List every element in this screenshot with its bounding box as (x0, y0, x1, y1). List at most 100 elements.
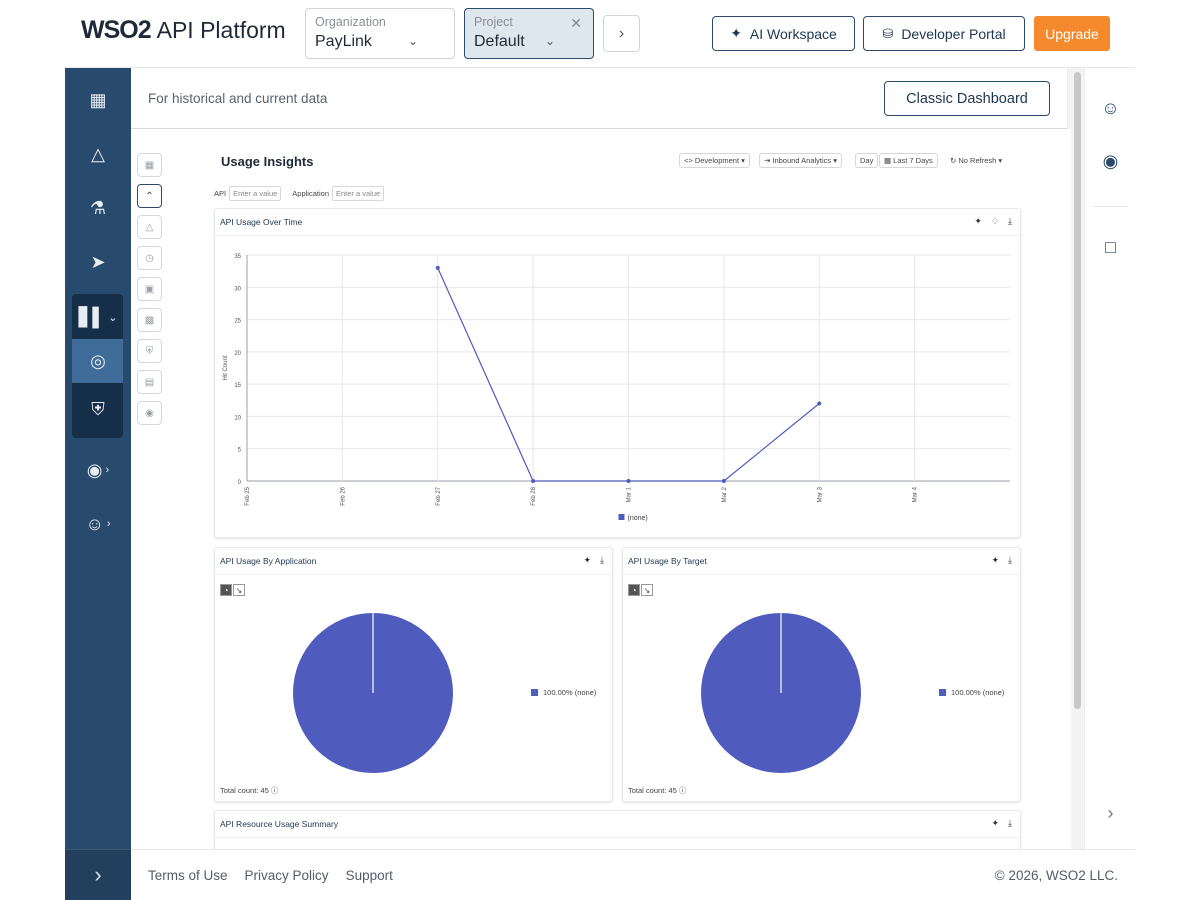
next-selector-button[interactable]: › (603, 15, 640, 52)
x-tick-label: Feb 28 (531, 486, 537, 505)
double-chevron-up-icon: ⌃ (145, 190, 154, 202)
sidebar-expand-button[interactable]: › (65, 849, 131, 900)
panel-divider (623, 574, 1020, 575)
tool-errors[interactable]: △ (137, 215, 162, 239)
panel-title: API Resource Usage Summary (220, 819, 339, 829)
tool-geo[interactable]: ◉ (137, 401, 162, 425)
binoculars-icon: ◉ (86, 459, 103, 480)
content-topbar: For historical and current data Classic … (131, 68, 1067, 129)
rocket-icon: ➤ (90, 251, 106, 272)
logo-product: API Platform (156, 17, 286, 43)
usage-dashboard: ▦ ⌃ △ ◷ ▣ ▩ ⛨ ▤ ◉ Usage Insights <> Deve… (131, 129, 1071, 849)
download-icon[interactable]: ⤓ (1008, 216, 1012, 226)
granularity-select[interactable]: Day (855, 153, 879, 168)
refresh-select[interactable]: ↻ No Refresh ▾ (946, 153, 1007, 168)
tool-overview[interactable]: ▦ (137, 153, 162, 177)
api-filter-label: API (214, 189, 227, 198)
chevron-down-icon: ⌄ (544, 34, 555, 48)
footer: Terms of Use Privacy Policy Support © 20… (131, 849, 1135, 900)
sparkle-icon[interactable]: ✦ (991, 818, 1000, 828)
inbound-icon: ⇥ (764, 156, 773, 165)
chevron-right-icon: › (94, 862, 102, 887)
data-point (531, 479, 536, 483)
tool-latency[interactable]: ◷ (137, 246, 162, 270)
sidebar-item-admin[interactable]: ☺ › (65, 502, 131, 546)
tool-devices[interactable]: ▩ (137, 308, 162, 332)
api-filter-input[interactable]: Enter a value (229, 186, 282, 201)
data-point (721, 479, 726, 483)
pie-chart (701, 613, 861, 773)
sidebar-active-highlight (72, 339, 123, 383)
environment-select[interactable]: <> Development ▾ (679, 153, 750, 168)
chevron-down-icon: ⌄ (108, 311, 118, 324)
sidebar-item-deploy[interactable]: ➤ (65, 240, 131, 284)
tool-reports[interactable]: ▤ (137, 370, 162, 394)
page-subtitle: For historical and current data (148, 91, 328, 106)
terms-link[interactable]: Terms of Use (148, 868, 228, 883)
refresh-value: No Refresh (958, 156, 997, 165)
x-tick-label: Mar 3 (817, 486, 823, 502)
sidebar-item-test[interactable]: ⚗ (65, 186, 131, 230)
sparkle-icon[interactable]: ✦ (974, 216, 982, 226)
sidebar-item-observe[interactable]: ◉ › (65, 448, 131, 492)
sidebar-item-security[interactable]: ⛨ (65, 387, 131, 431)
tool-alerts[interactable]: ⛨ (137, 339, 162, 363)
line-chart-icon[interactable]: ↘ (641, 584, 653, 596)
analytics-select[interactable]: ⇥ Inbound Analytics ▾ (759, 153, 843, 168)
chat-assistant-icon[interactable]: ☺ (1101, 98, 1120, 118)
sidebar-item-design[interactable]: △ (65, 132, 131, 176)
help-icon[interactable]: ⓘ (270, 786, 279, 795)
refresh-icon: ↻ (950, 156, 959, 165)
sidebar-item-usage[interactable]: ◎ (65, 339, 131, 383)
grid-icon: ▦ (144, 159, 155, 171)
bookmark-icon[interactable]: □ (1105, 237, 1116, 257)
classic-dashboard-button[interactable]: Classic Dashboard (884, 81, 1050, 116)
logo[interactable]: WSO2 API Platform (81, 16, 286, 45)
shield-icon: ⛨ (145, 345, 154, 357)
panel-title: API Usage By Application (220, 556, 317, 566)
line-chart-icon[interactable]: ↘ (233, 584, 245, 596)
application-filter-input[interactable]: Enter a value (332, 186, 385, 201)
range-select[interactable]: ▦ Last 7 Days (879, 153, 938, 168)
ai-workspace-button[interactable]: ✦ AI Workspace (712, 16, 855, 51)
line-chart: 0 5 10 15 20 25 30 35 Feb 25 Feb 26 Feb 27 Feb 28 Ma… (223, 254, 1010, 522)
tool-usage[interactable]: ⌃ (137, 184, 162, 208)
download-icon[interactable]: ⤓ (1008, 818, 1012, 828)
y-tick-label: 5 (238, 448, 242, 454)
project-label: Project (474, 15, 513, 29)
total-count-label: Total count: 45 (628, 786, 677, 795)
discord-icon[interactable]: ◉ (1102, 151, 1119, 171)
tool-cache[interactable]: ▣ (137, 277, 162, 301)
x-tick-label: Feb 27 (436, 486, 442, 505)
clock-icon: ◷ (145, 252, 154, 264)
sparkle-icon[interactable]: ✦ (583, 555, 592, 565)
total-count-label: Total count: 45 (220, 786, 269, 795)
pie-chart-icon[interactable]: ◔ (628, 584, 640, 596)
pie-chart-icon[interactable]: ◔ (220, 584, 232, 596)
privacy-link[interactable]: Privacy Policy (244, 868, 329, 883)
developer-portal-button[interactable]: ⛁ Developer Portal (863, 16, 1025, 51)
sidebar-item-insights[interactable]: ▋▌ ⌄ (65, 295, 131, 339)
upgrade-button[interactable]: Upgrade (1034, 16, 1110, 51)
shield-icon: ⛨ (91, 398, 105, 419)
project-selector[interactable]: Project Default ⌄ ✕ (464, 8, 594, 59)
chevron-right-icon: › (106, 518, 111, 530)
y-tick-label: 0 (238, 480, 242, 486)
bell-icon[interactable]: ♢ (990, 216, 1000, 226)
organization-selector[interactable]: Organization PayLink ⌄ (305, 8, 455, 59)
download-icon[interactable]: ⤓ (1008, 555, 1012, 565)
scrollbar-thumb[interactable] (1074, 72, 1081, 709)
panel-divider (215, 837, 1020, 838)
x-tick-label: Mar 1 (627, 486, 633, 502)
support-link[interactable]: Support (345, 868, 393, 883)
sparkle-icon[interactable]: ✦ (991, 555, 1000, 565)
panel-actions: ✦ ⤓ (991, 555, 1012, 566)
sidebar-item-overview[interactable]: ▦ (65, 78, 131, 122)
chevron-right-icon[interactable]: › (1107, 803, 1114, 823)
flask-icon: ⚗ (89, 197, 107, 218)
download-icon[interactable]: ⤓ (600, 555, 604, 565)
main-scrollbar[interactable] (1071, 68, 1084, 849)
y-tick-label: 20 (234, 351, 241, 357)
help-icon[interactable]: ⓘ (678, 786, 687, 795)
close-icon[interactable]: ✕ (570, 15, 582, 31)
